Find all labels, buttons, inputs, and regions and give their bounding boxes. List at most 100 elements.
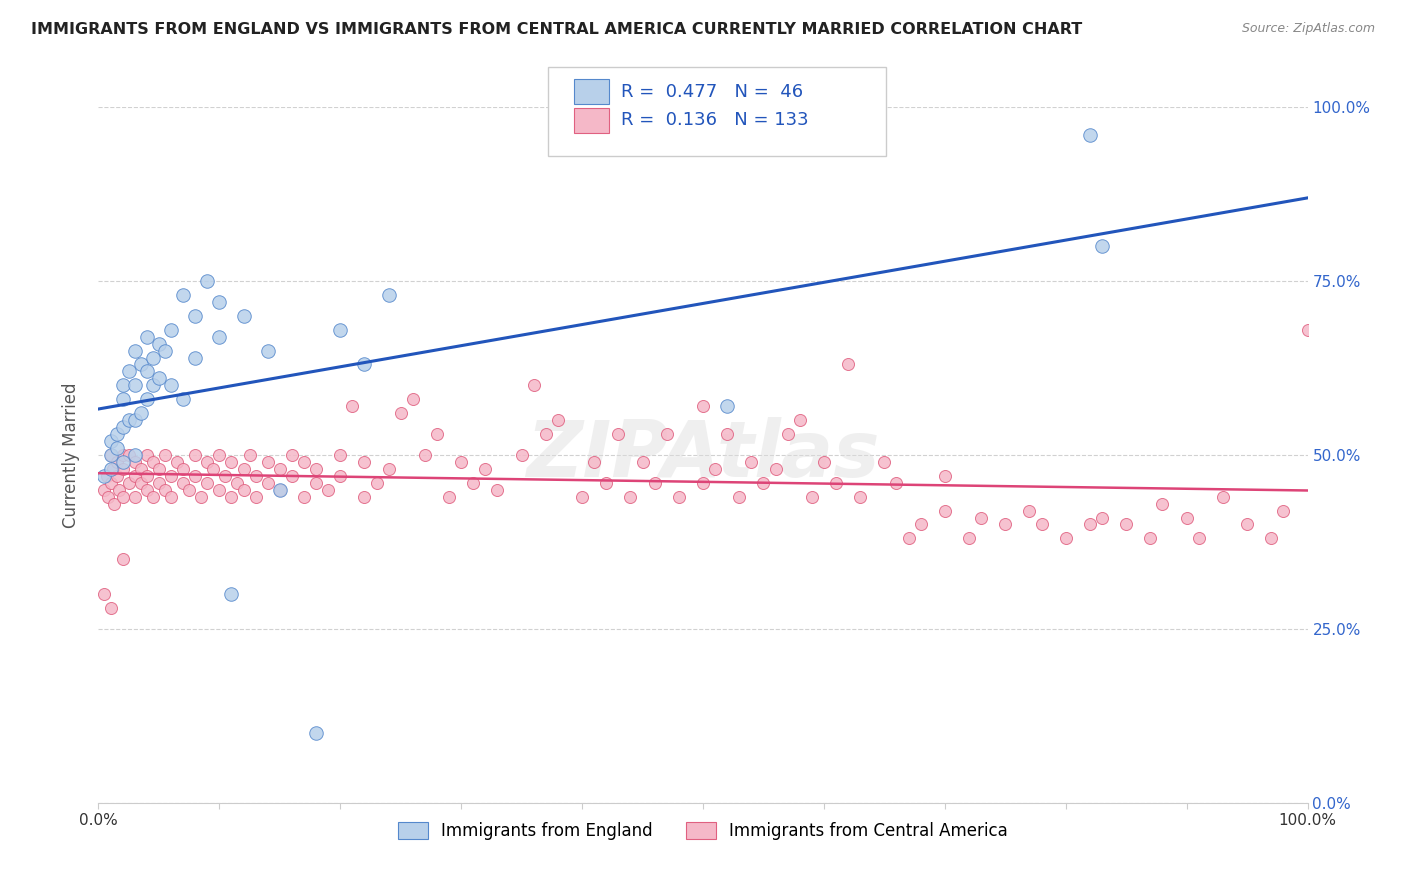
Point (221, 490, 243, 504)
Point (135, 364, 157, 378)
Point (329, 323, 352, 337)
Legend: Immigrants from England, Immigrants from Central America: Immigrants from England, Immigrants from… (391, 815, 1015, 847)
Point (93, 483, 115, 497)
Point (305, 475, 328, 490)
Point (1078, 517, 1101, 532)
Point (849, 490, 872, 504)
Point (292, 490, 315, 504)
Point (813, 455, 835, 469)
Point (111, 462, 134, 476)
Point (100, 462, 122, 476)
Point (281, 468, 304, 483)
Point (269, 483, 291, 497)
Point (752, 475, 775, 490)
Point (118, 364, 141, 378)
Point (195, 475, 218, 490)
Point (910, 517, 932, 532)
Point (547, 413, 569, 427)
Point (195, 455, 218, 469)
Point (93, 468, 115, 483)
Point (111, 392, 134, 407)
Point (221, 455, 243, 469)
Point (740, 455, 762, 469)
Point (118, 475, 141, 490)
Point (1175, 510, 1198, 524)
Point (208, 448, 231, 462)
Point (245, 490, 267, 504)
Point (413, 448, 436, 462)
Point (1054, 532, 1077, 546)
Point (800, 490, 823, 504)
Point (474, 462, 496, 476)
Point (534, 427, 557, 442)
Point (97, 490, 120, 504)
Point (595, 475, 617, 490)
Point (1031, 517, 1053, 532)
Point (142, 490, 165, 504)
Point (1260, 532, 1282, 546)
Point (305, 726, 328, 740)
Point (153, 448, 176, 462)
Point (202, 462, 225, 476)
Point (837, 358, 859, 372)
Point (245, 468, 267, 483)
Point (111, 378, 134, 392)
Point (316, 483, 339, 497)
Point (437, 490, 460, 504)
Text: R =  0.136   N = 133: R = 0.136 N = 133 (621, 112, 808, 129)
Point (426, 427, 449, 442)
Point (101, 462, 124, 476)
Point (103, 497, 125, 511)
Point (118, 413, 141, 427)
Point (1091, 510, 1114, 524)
Point (124, 413, 146, 427)
Point (100, 475, 122, 490)
Point (124, 378, 146, 392)
Point (195, 274, 218, 288)
Point (463, 475, 485, 490)
Point (934, 468, 956, 483)
Point (232, 483, 254, 497)
Point (160, 468, 183, 483)
Point (1212, 490, 1234, 504)
Point (825, 475, 848, 490)
Point (100, 434, 122, 448)
Point (644, 475, 666, 490)
Point (353, 490, 375, 504)
Point (135, 392, 157, 407)
Point (1091, 239, 1114, 253)
Point (153, 483, 176, 497)
Point (377, 288, 399, 302)
Point (124, 455, 146, 469)
Point (184, 448, 207, 462)
Point (269, 483, 291, 497)
Point (510, 448, 533, 462)
Point (256, 455, 278, 469)
Point (389, 406, 412, 420)
Point (256, 343, 278, 358)
Point (142, 351, 165, 365)
Point (172, 392, 194, 407)
Point (172, 288, 194, 302)
Point (970, 510, 993, 524)
Point (668, 490, 690, 504)
Point (129, 358, 152, 372)
Point (160, 490, 183, 504)
Point (184, 468, 207, 483)
Point (226, 475, 249, 490)
Point (292, 455, 315, 469)
Point (728, 490, 751, 504)
Point (1078, 128, 1101, 142)
Point (208, 294, 231, 309)
Point (692, 399, 714, 413)
Point (1236, 517, 1258, 532)
Point (135, 329, 157, 343)
Point (329, 468, 352, 483)
Point (148, 336, 170, 351)
Point (1188, 532, 1211, 546)
Point (1139, 532, 1161, 546)
Point (172, 462, 194, 476)
Text: R =  0.477   N =  46: R = 0.477 N = 46 (621, 83, 804, 101)
Point (256, 475, 278, 490)
Point (190, 490, 212, 504)
